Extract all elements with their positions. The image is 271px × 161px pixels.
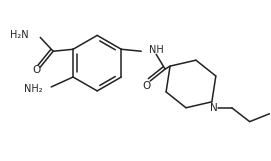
Text: O: O	[142, 81, 150, 91]
Text: H₂N: H₂N	[10, 30, 28, 40]
Text: O: O	[32, 65, 40, 75]
Text: N: N	[210, 103, 218, 113]
Text: NH: NH	[149, 45, 164, 55]
Text: NH₂: NH₂	[24, 84, 42, 94]
